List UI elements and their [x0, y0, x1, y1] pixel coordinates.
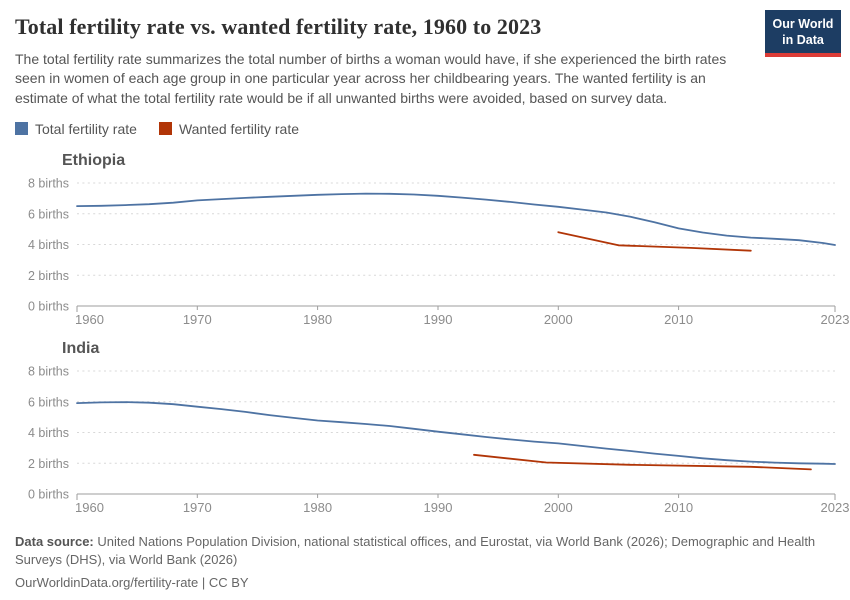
line-chart-svg-ethiopia: 0 births 2 births 4 births 6 births 8 births…	[28, 176, 850, 327]
svg-text:2023: 2023	[821, 312, 850, 327]
svg-text:2010: 2010	[664, 500, 693, 515]
legend-item-total-fertility: Total fertility rate	[15, 121, 137, 137]
panel-title-india: India	[62, 339, 100, 357]
legend-swatch-blue-icon	[15, 122, 28, 136]
svg-text:6 births: 6 births	[28, 207, 69, 221]
legend-label: Total fertility rate	[35, 120, 137, 137]
page-title: Total fertility rate vs. wanted fertilit…	[15, 14, 542, 39]
chart-panel-india: 0 births 2 births 4 births 6 births 8 births…	[15, 358, 849, 520]
line-chart-svg-india: 0 births 2 births 4 births 6 births 8 births…	[28, 364, 850, 515]
svg-text:2000: 2000	[544, 312, 573, 327]
svg-text:1970: 1970	[183, 312, 212, 327]
svg-text:2 births: 2 births	[28, 457, 69, 471]
owid-logo-line1: Our World	[772, 17, 834, 31]
svg-text:8 births: 8 births	[28, 364, 69, 378]
svg-text:2023: 2023	[821, 500, 850, 515]
svg-text:1970: 1970	[183, 500, 212, 515]
svg-text:1960: 1960	[75, 500, 104, 515]
owid-url-link[interactable]: OurWorldinData.org/fertility-rate | CC B…	[15, 575, 249, 591]
svg-text:1960: 1960	[75, 312, 104, 327]
svg-text:4 births: 4 births	[28, 426, 69, 440]
svg-text:1990: 1990	[424, 500, 453, 515]
chart-panel-ethiopia: 0 births 2 births 4 births 6 births 8 births…	[15, 170, 849, 332]
svg-text:2 births: 2 births	[28, 269, 69, 283]
data-source-text: United Nations Population Division, nati…	[15, 533, 816, 568]
svg-text:0 births: 0 births	[28, 299, 69, 313]
legend: Total fertility rate Wanted fertility ra…	[15, 121, 835, 137]
svg-text:2000: 2000	[544, 500, 573, 515]
svg-text:1980: 1980	[303, 312, 332, 327]
panel-title-ethiopia: Ethiopia	[62, 151, 126, 169]
svg-text:1990: 1990	[424, 312, 453, 327]
owid-logo-line2: in Data	[782, 32, 824, 47]
chart-subtitle: The total fertility rate summarizes the …	[15, 51, 727, 106]
data-source-note: Data source: United Nations Population D…	[15, 533, 835, 593]
svg-text:4 births: 4 births	[28, 238, 69, 252]
svg-text:2010: 2010	[664, 312, 693, 327]
owid-logo: Our World in Data	[765, 10, 841, 58]
legend-label: Wanted fertility rate	[178, 120, 300, 137]
svg-text:6 births: 6 births	[28, 395, 69, 409]
svg-text:8 births: 8 births	[28, 176, 69, 190]
data-source-label: Data source:	[15, 533, 94, 549]
legend-swatch-red-icon	[158, 122, 172, 136]
svg-text:0 births: 0 births	[28, 487, 69, 501]
legend-item-wanted-fertility: Wanted fertility rate	[158, 120, 300, 137]
svg-text:1980: 1980	[303, 500, 332, 515]
